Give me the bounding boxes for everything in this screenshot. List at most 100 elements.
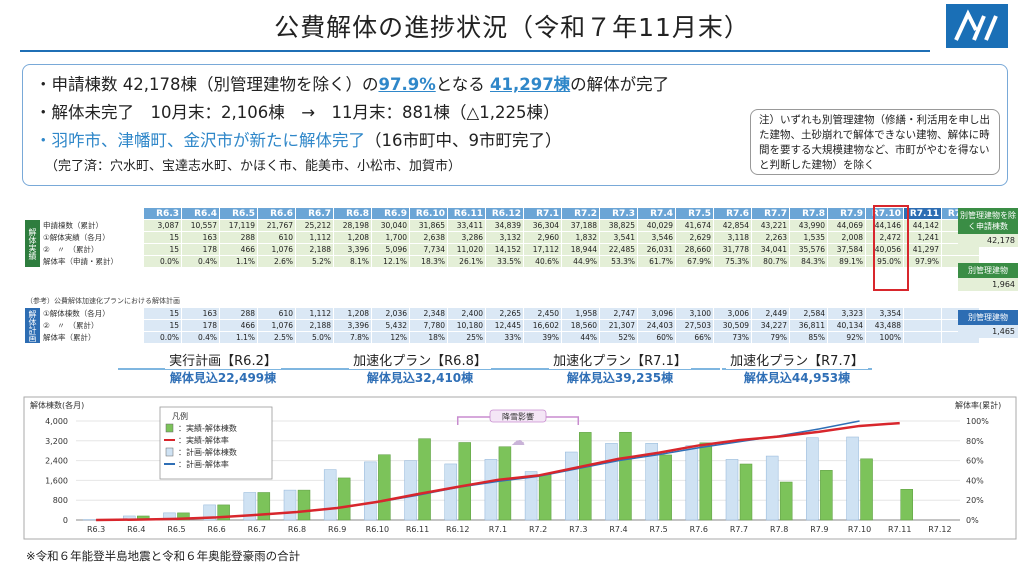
table-cell xyxy=(903,319,942,332)
x-tick-label: R7.4 xyxy=(609,525,627,534)
table-row-label: 申請棟数（累計） xyxy=(40,219,144,232)
plan-bar xyxy=(404,460,417,521)
annotation-label: 降雪影響 xyxy=(502,412,534,422)
table-cell: 3,541 xyxy=(599,231,638,244)
table-cell: 34,839 xyxy=(485,219,524,232)
table-cell: 3,132 xyxy=(485,231,524,244)
table-cell: 7.8% xyxy=(333,331,372,344)
y-tick-label-left: 4,000 xyxy=(45,417,68,426)
current-month-highlight xyxy=(873,205,909,291)
table-cell: 3,396 xyxy=(333,243,372,256)
summary-line-2: ・解体未完了 10月末：2,106棟 → 11月末：881棟（△1,225棟） xyxy=(35,103,560,122)
x-tick-label: R7.11 xyxy=(888,525,911,534)
x-tick-label: R7.1 xyxy=(489,525,507,534)
table-cell xyxy=(903,307,942,320)
table-month-header: R7.6 xyxy=(713,207,752,220)
plan-bar xyxy=(484,459,498,521)
table-month-header: R7.11 xyxy=(903,207,942,220)
summary-line-4: （完了済：穴水町、宝達志水町、かほく市、能美市、小松市、加賀市） xyxy=(45,159,462,174)
table-month-header: R6.8 xyxy=(333,207,372,220)
plan-name: 加速化プラン【R7.7】 xyxy=(726,350,868,369)
table-cell: 2,449 xyxy=(751,307,790,320)
table-side-label: 解体計画 xyxy=(24,307,41,344)
x-tick-label: R7.3 xyxy=(569,525,587,534)
table-cell: 3,323 xyxy=(827,307,866,320)
table-cell: 11,020 xyxy=(447,243,486,256)
footnote: ※令和６年能登半島地震と令和６年奥能登豪雨の合計 xyxy=(26,549,301,563)
plan-bar xyxy=(243,492,257,521)
table-cell: 3,546 xyxy=(637,231,676,244)
actual-table: R6.3 R6.4 R6.5 R6.6 R6.7 R6.8 R6.9 R6.10 R6.11 R6… xyxy=(24,207,980,268)
table-cell: 3,286 xyxy=(447,231,486,244)
table-cell: 0.0% xyxy=(143,255,182,268)
table-cell: 2,629 xyxy=(675,231,714,244)
y-tick-label-right: 100% xyxy=(966,417,989,426)
table-cell: 80.7% xyxy=(751,255,790,268)
y-axis-label-left: 解体棟数(各月) xyxy=(30,400,84,410)
x-tick-label: R6.11 xyxy=(406,525,429,534)
table-cell: 33% xyxy=(485,331,524,344)
table-cell: 0.0% xyxy=(143,331,182,344)
actual-bar xyxy=(779,481,793,521)
table-cell: 27,503 xyxy=(675,319,714,332)
table-row-label: 解体率（申請・累計） xyxy=(40,255,144,268)
table-cell: 24,403 xyxy=(637,319,676,332)
table-cell: 37,188 xyxy=(561,219,600,232)
summary-line-1: ・申請棟数 42,178棟（別管理建物を除く）の97.9%となる 41,297棟… xyxy=(35,71,669,95)
x-tick-label: R6.5 xyxy=(167,525,185,534)
table-cell: 43,488 xyxy=(865,319,904,332)
table-month-header: R7.1 xyxy=(523,207,562,220)
table-cell: 43,221 xyxy=(751,219,790,232)
side-box-head: 別管理建物を除く申請棟数 xyxy=(958,208,1018,234)
x-tick-label: R6.6 xyxy=(207,525,225,534)
side-box-value: 42,178 xyxy=(958,234,1018,247)
table-month-header: R6.6 xyxy=(257,207,296,220)
table-cell: 1,112 xyxy=(295,307,334,320)
table-cell: 18% xyxy=(409,331,448,344)
side-box-applications: 別管理建物を除く申請棟数 42,178 xyxy=(958,208,1018,247)
completion-percent: 97.9% xyxy=(378,75,436,94)
table-cell: 12% xyxy=(371,331,410,344)
x-tick-label: R7.2 xyxy=(529,525,547,534)
table-cell: 15 xyxy=(143,231,182,244)
legend-label: ：計画-解体率 xyxy=(178,459,229,469)
table-cell: 44% xyxy=(561,331,600,344)
table-cell: 1,076 xyxy=(257,319,296,332)
plan-bar xyxy=(645,443,658,521)
table-cell: 28,660 xyxy=(675,243,714,256)
y-tick-label-left: 2,400 xyxy=(45,457,68,466)
y-tick-label-right: 20% xyxy=(966,496,984,505)
table-cell: 1.1% xyxy=(219,331,258,344)
prefecture-logo-icon xyxy=(946,4,1008,48)
table-cell: 5.2% xyxy=(295,255,334,268)
x-tick-label: R6.3 xyxy=(87,525,105,534)
table-cell: 1,208 xyxy=(333,231,372,244)
table-cell: 40,134 xyxy=(827,319,866,332)
table-cell: 44.9% xyxy=(561,255,600,268)
table-cell: 52% xyxy=(599,331,638,344)
table-cell: 2,960 xyxy=(523,231,562,244)
plan-table: 解体計画 ①解体棟数（各月） 15 163 288 610 1,112 1,208 2,036 2… xyxy=(24,307,980,344)
table-cell: 38,825 xyxy=(599,219,638,232)
table-month-header: R7.4 xyxy=(637,207,676,220)
table-side-label: 解体実績 xyxy=(24,219,41,268)
table-cell: 44,142 xyxy=(903,219,942,232)
actual-bar xyxy=(659,454,672,521)
note-box: 注）いずれも別管理建物（修繕・利活用を申し出た建物、土砂崩れで解体できない建物、… xyxy=(750,109,1000,175)
table-cell: 0.4% xyxy=(181,255,220,268)
table-cell: 1,958 xyxy=(561,307,600,320)
plan-label-r6-2: 実行計画【R6.2】 解体見込22,499棟 xyxy=(118,350,328,385)
plan-bar xyxy=(806,437,819,521)
table-cell: 30,509 xyxy=(713,319,752,332)
table-cell: 3,096 xyxy=(637,307,676,320)
summary-text: （16市町中、9市町完了） xyxy=(365,131,562,150)
summary-box: ・申請棟数 42,178棟（別管理建物を除く）の97.9%となる 41,297棟… xyxy=(22,64,1008,186)
side-box-value: 1,465 xyxy=(958,325,1018,338)
summary-text: の解体が完了 xyxy=(570,75,670,94)
table-cell: 17,119 xyxy=(219,219,258,232)
table-cell: 178 xyxy=(181,243,220,256)
table-cell: 25% xyxy=(447,331,486,344)
table-cell: 178 xyxy=(181,319,220,332)
y-tick-label-right: 80% xyxy=(966,437,984,446)
plan-name: 実行計画【R6.2】 xyxy=(165,350,281,369)
